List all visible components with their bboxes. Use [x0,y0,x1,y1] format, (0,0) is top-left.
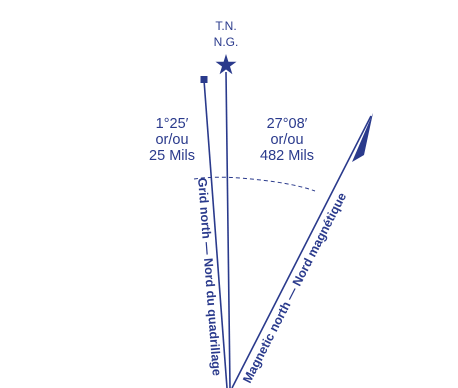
true-north-label-fr: N.G. [214,35,239,49]
magnetic-angle-degrees: 27°08′ [267,116,308,132]
grid-north-label: Grid north — Nord du quadrillage [195,177,224,376]
grid-angle-mils: 25 Mils [149,148,195,164]
magnetic-angle-mils: 482 Mils [260,148,314,164]
magnetic-angle-separator: or/ou [270,132,303,148]
half-arrowhead-icon [352,113,373,162]
star-icon [215,54,237,75]
grid-north-marker [200,76,208,83]
grid-angle-separator: or/ou [155,132,188,148]
grid-angle-degrees: 1°25′ [156,116,189,132]
declination-arc [193,176,316,192]
magnetic-north-line [231,115,372,388]
magnetic-north-label: Magnetic north — Nord magnétique [240,190,349,385]
true-north-label: T.N. [215,19,236,33]
true-north-line [225,71,231,388]
grid-north-line [203,79,228,388]
